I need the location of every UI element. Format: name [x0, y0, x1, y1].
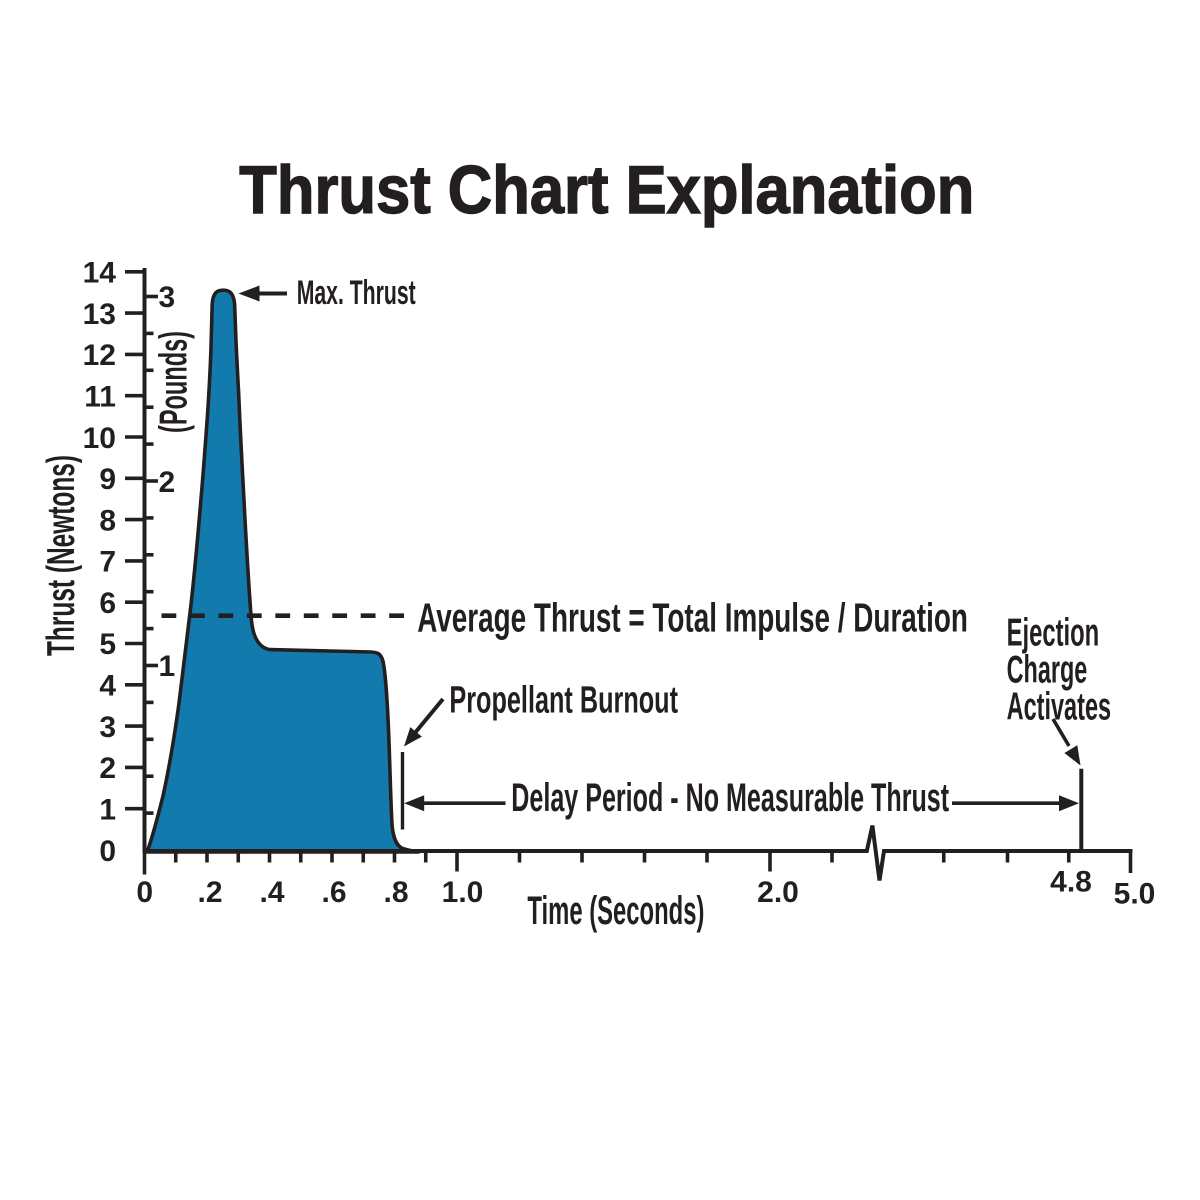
svg-text:1: 1 — [159, 650, 176, 683]
svg-text:.6: .6 — [321, 876, 346, 909]
svg-text:5: 5 — [99, 628, 116, 661]
svg-text:1: 1 — [99, 794, 116, 827]
svg-text:0: 0 — [136, 876, 153, 909]
svg-text:4.8: 4.8 — [1050, 866, 1092, 899]
svg-text:11: 11 — [84, 381, 116, 414]
svg-text:2.0: 2.0 — [757, 876, 799, 909]
svg-text:3: 3 — [99, 711, 116, 744]
svg-text:5.0: 5.0 — [1114, 878, 1156, 911]
svg-text:8: 8 — [99, 504, 116, 537]
svg-text:14: 14 — [83, 257, 117, 290]
svg-text:0: 0 — [99, 835, 116, 868]
svg-text:2: 2 — [99, 752, 116, 785]
svg-text:.8: .8 — [383, 876, 408, 909]
svg-text:3: 3 — [159, 281, 176, 314]
svg-text:Propellant Burnout: Propellant Burnout — [449, 679, 678, 721]
svg-text:10: 10 — [83, 422, 116, 455]
svg-text:Activates: Activates — [1007, 686, 1112, 729]
svg-text:Ejection: Ejection — [1007, 612, 1100, 655]
svg-text:Max. Thrust: Max. Thrust — [297, 274, 416, 312]
svg-text:6: 6 — [99, 587, 116, 620]
svg-text:9: 9 — [99, 463, 116, 496]
svg-text:4: 4 — [99, 670, 116, 703]
svg-text:2: 2 — [159, 466, 176, 499]
svg-text:7: 7 — [99, 546, 116, 579]
svg-text:Thrust (Newtons): Thrust (Newtons) — [40, 455, 83, 656]
svg-text:.2: .2 — [197, 876, 222, 909]
svg-text:Delay Period - No Measurable T: Delay Period - No Measurable Thrust — [511, 776, 949, 820]
svg-text:12: 12 — [83, 339, 116, 372]
svg-text:Charge: Charge — [1007, 649, 1088, 692]
svg-text:Average Thrust = Total Impulse: Average Thrust = Total Impulse / Duratio… — [417, 595, 968, 641]
svg-text:Time (Seconds): Time (Seconds) — [527, 889, 704, 933]
svg-text:.4: .4 — [259, 876, 284, 909]
svg-text:1.0: 1.0 — [442, 876, 484, 909]
svg-text:(Pounds): (Pounds) — [153, 331, 196, 433]
svg-text:13: 13 — [83, 298, 116, 331]
svg-text:Thrust Chart Explanation: Thrust Chart Explanation — [239, 152, 974, 228]
